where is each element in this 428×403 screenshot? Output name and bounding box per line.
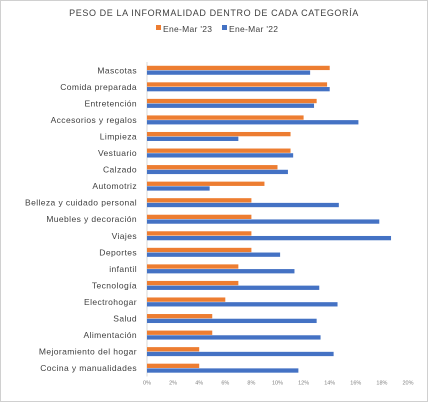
- bar-belleza-y-cuidado-personal-ene-mar-23: [147, 198, 252, 203]
- bar-belleza-y-cuidado-personal-ene-mar-22: [147, 202, 339, 208]
- bar-vestuario-ene-mar-23: [147, 148, 291, 153]
- bar-deportes-ene-mar-23: [147, 247, 252, 253]
- bar-limpieza-ene-mar-23: [147, 131, 291, 137]
- x-tick-label: 14%: [324, 380, 335, 386]
- legend-label-ene-mar-23: Ene-Mar '23: [163, 24, 212, 34]
- bar-electrohogar-ene-mar-23: [147, 297, 226, 302]
- bar-comida-preparada-ene-mar-23: [147, 82, 328, 87]
- x-tick-label: 18%: [376, 380, 387, 386]
- legend: Ene-Mar '23 Ene-Mar '22: [156, 24, 278, 34]
- category-label-cocina-y-manualidades: Cocina y manualidades: [40, 363, 137, 373]
- bar-alimentacion-ene-mar-23: [147, 330, 213, 335]
- x-tick-label: 16%: [350, 380, 361, 386]
- category-label-calzado: Calzado: [103, 165, 137, 175]
- bar-salud-ene-mar-22: [147, 318, 317, 324]
- bar-cocina-y-manualidades-ene-mar-23: [147, 363, 200, 368]
- chart-title: PESO DE LA INFORMALIDAD DENTRO DE CADA C…: [69, 8, 359, 18]
- category-label-mascotas: Mascotas: [97, 65, 137, 75]
- x-tick-label: 6%: [221, 380, 229, 386]
- x-tick-label: 4%: [195, 380, 203, 386]
- bar-calzado-ene-mar-22: [147, 169, 288, 175]
- bar-automotriz-ene-mar-23: [147, 181, 265, 186]
- bar-calzado-ene-mar-23: [147, 165, 278, 170]
- x-tick-label: 10%: [272, 380, 283, 386]
- category-label-automotriz: Automotriz: [92, 181, 137, 191]
- bar-tecnologia-ene-mar-23: [147, 280, 239, 286]
- category-label-muebles-y-decoracion: Muebles y decoración: [46, 214, 137, 224]
- bar-alimentacion-ene-mar-22: [147, 335, 321, 340]
- bar-accesorios-y-regalos-ene-mar-22: [147, 120, 359, 125]
- x-tick-label: 2%: [169, 380, 177, 386]
- category-label-electrohogar: Electrohogar: [84, 297, 137, 307]
- x-tick-label: 20%: [402, 380, 413, 386]
- category-label-viajes: Viajes: [112, 231, 137, 241]
- category-label-salud: Salud: [113, 314, 137, 324]
- bar-automotriz-ene-mar-22: [147, 186, 210, 191]
- bar-accesorios-y-regalos-ene-mar-23: [147, 115, 304, 120]
- bar-vestuario-ene-mar-22: [147, 153, 294, 158]
- category-label-comida-preparada: Comida preparada: [60, 82, 137, 92]
- category-label-entretencion: Entretención: [84, 98, 137, 108]
- bar-mascotas-ene-mar-23: [147, 65, 330, 71]
- bar-viajes-ene-mar-23: [147, 231, 252, 236]
- category-label-limpieza: Limpieza: [100, 131, 137, 141]
- bar-infantil-ene-mar-22: [147, 269, 295, 274]
- bar-entretencion-ene-mar-22: [147, 103, 315, 108]
- bar-salud-ene-mar-23: [147, 314, 213, 319]
- category-label-infantil: infantil: [109, 264, 137, 274]
- category-label-tecnologia: Tecnología: [92, 280, 137, 290]
- bar-limpieza-ene-mar-22: [147, 136, 239, 141]
- bar-entretencion-ene-mar-23: [147, 98, 317, 104]
- bar-muebles-y-decoracion-ene-mar-22: [147, 219, 380, 224]
- x-tick-label: 8%: [247, 380, 255, 386]
- category-label-deportes: Deportes: [99, 247, 137, 257]
- x-tick-label: 0%: [143, 380, 151, 386]
- bar-tecnologia-ene-mar-22: [147, 285, 320, 290]
- bar-deportes-ene-mar-22: [147, 252, 281, 257]
- bar-muebles-y-decoracion-ene-mar-23: [147, 214, 252, 220]
- category-label-belleza-y-cuidado-personal: Belleza y cuidado personal: [25, 198, 137, 208]
- bar-electrohogar-ene-mar-22: [147, 302, 338, 307]
- category-label-alimentacion: Alimentación: [84, 330, 137, 340]
- legend-label-ene-mar-22: Ene-Mar '22: [229, 24, 278, 34]
- bar-infantil-ene-mar-23: [147, 264, 239, 269]
- bar-cocina-y-manualidades-ene-mar-22: [147, 368, 299, 373]
- bar-mascotas-ene-mar-22: [147, 70, 311, 75]
- bar-comida-preparada-ene-mar-22: [147, 87, 330, 92]
- plot-area: Mascotas Comida preparada Entretención Acce…: [25, 62, 414, 386]
- x-tick-label: 12%: [298, 380, 309, 386]
- bar-mejoramiento-del-hogar-ene-mar-22: [147, 351, 334, 357]
- category-label-accesorios-y-regalos: Accesorios y regalos: [51, 115, 137, 125]
- category-label-vestuario: Vestuario: [98, 148, 137, 158]
- bar-viajes-ene-mar-22: [147, 235, 392, 241]
- category-label-mejoramiento-del-hogar: Mejoramiento del hogar: [39, 347, 137, 357]
- bar-mejoramiento-del-hogar-ene-mar-23: [147, 347, 200, 352]
- legend-swatch-ene-mar-22: [222, 25, 227, 30]
- legend-swatch-ene-mar-23: [156, 25, 161, 30]
